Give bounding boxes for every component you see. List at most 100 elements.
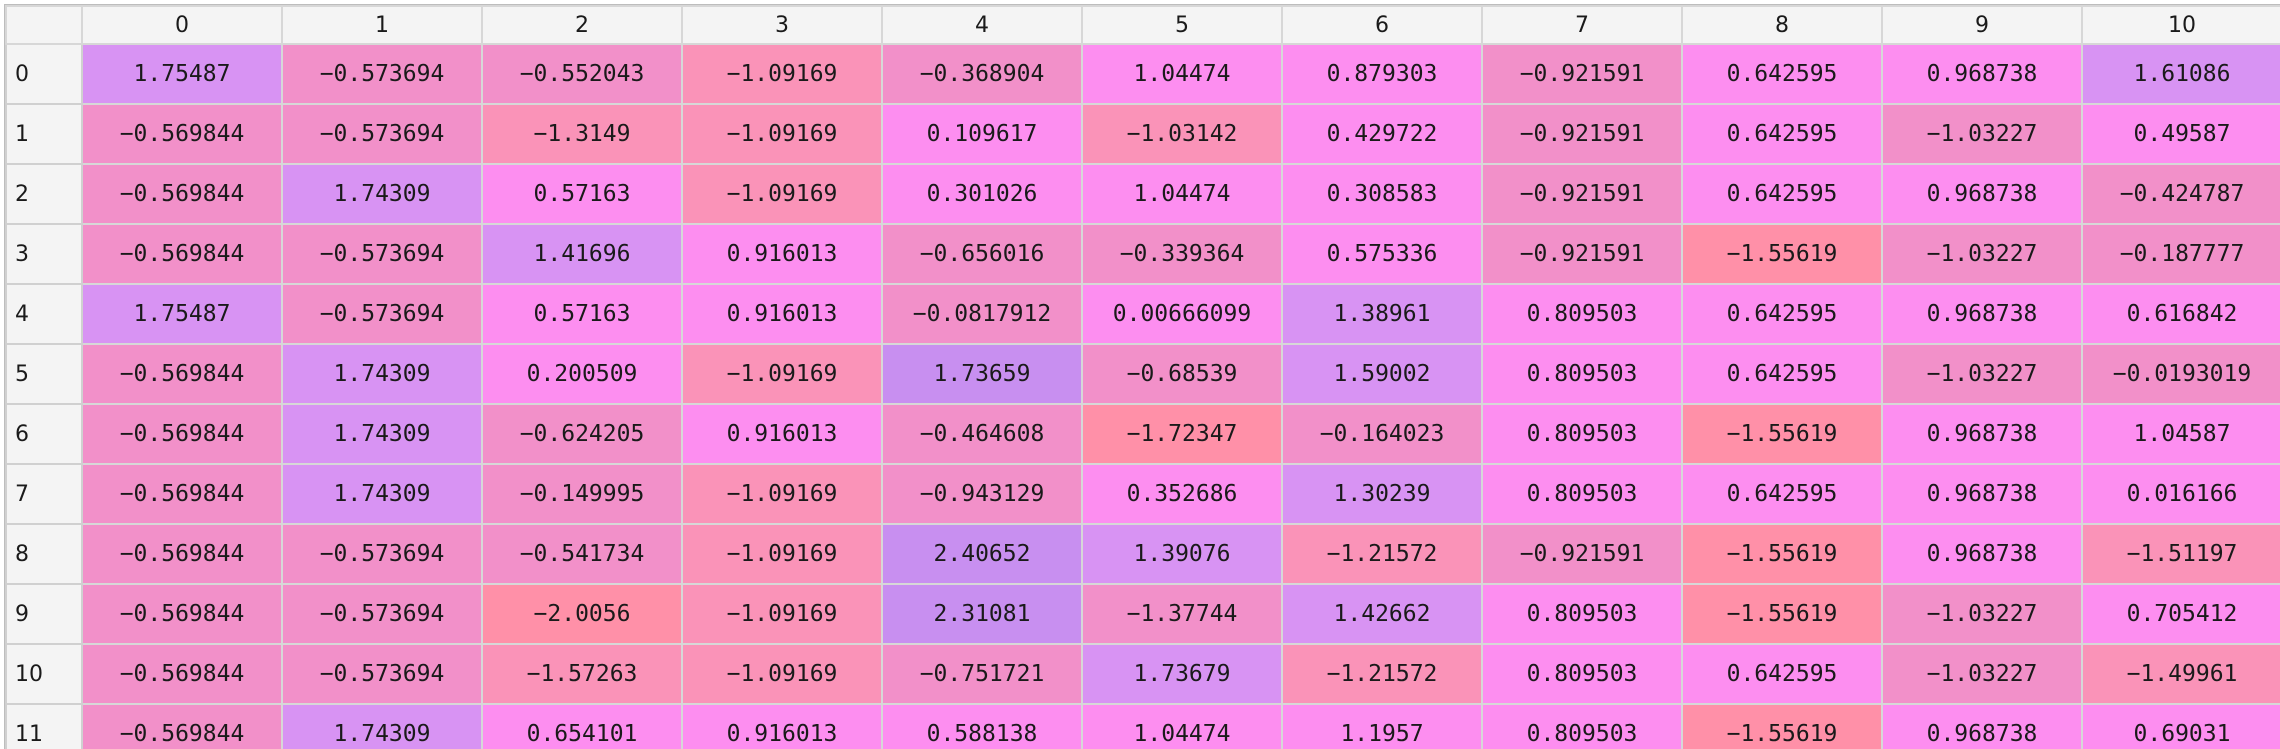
data-cell[interactable]: −0.573694 [281, 643, 483, 705]
data-cell[interactable]: −1.03227 [1881, 583, 2083, 645]
data-cell[interactable]: 0.642595 [1681, 643, 1883, 705]
data-cell[interactable]: 1.75487 [81, 43, 283, 105]
data-cell[interactable]: −0.149995 [481, 463, 683, 525]
data-cell[interactable]: 0.809503 [1481, 283, 1683, 345]
data-cell[interactable]: −0.921591 [1481, 163, 1683, 225]
data-cell[interactable]: 0.968738 [1881, 163, 2083, 225]
data-cell[interactable]: 2.40652 [881, 523, 1083, 585]
data-cell[interactable]: −0.569844 [81, 643, 283, 705]
data-cell[interactable]: 0.968738 [1881, 43, 2083, 105]
column-header[interactable]: 7 [1481, 5, 1683, 45]
data-cell[interactable]: 0.69031 [2081, 703, 2280, 749]
data-cell[interactable]: 0.705412 [2081, 583, 2280, 645]
data-cell[interactable]: −1.51197 [2081, 523, 2280, 585]
data-cell[interactable]: 0.642595 [1681, 463, 1883, 525]
data-cell[interactable]: −0.573694 [281, 523, 483, 585]
data-cell[interactable]: 0.642595 [1681, 343, 1883, 405]
data-cell[interactable]: −0.0193019 [2081, 343, 2280, 405]
data-cell[interactable]: 0.57163 [481, 283, 683, 345]
data-cell[interactable]: 0.809503 [1481, 643, 1683, 705]
row-header[interactable]: 6 [5, 403, 83, 465]
data-cell[interactable]: −0.68539 [1081, 343, 1283, 405]
data-cell[interactable]: −1.21572 [1281, 643, 1483, 705]
data-cell[interactable]: 2.31081 [881, 583, 1083, 645]
data-cell[interactable]: −1.21572 [1281, 523, 1483, 585]
data-cell[interactable]: 1.41696 [481, 223, 683, 285]
data-cell[interactable]: 1.04474 [1081, 163, 1283, 225]
data-cell[interactable]: 0.429722 [1281, 103, 1483, 165]
row-header[interactable]: 9 [5, 583, 83, 645]
data-cell[interactable]: 0.352686 [1081, 463, 1283, 525]
data-cell[interactable]: −0.573694 [281, 223, 483, 285]
data-cell[interactable]: −0.569844 [81, 103, 283, 165]
data-cell[interactable]: 0.916013 [681, 403, 883, 465]
row-header[interactable]: 5 [5, 343, 83, 405]
data-cell[interactable]: 0.109617 [881, 103, 1083, 165]
data-cell[interactable]: −1.09169 [681, 343, 883, 405]
data-cell[interactable]: 0.809503 [1481, 343, 1683, 405]
data-cell[interactable]: 0.968738 [1881, 403, 2083, 465]
data-cell[interactable]: 0.916013 [681, 283, 883, 345]
data-cell[interactable]: −1.03227 [1881, 343, 2083, 405]
column-header[interactable]: 6 [1281, 5, 1483, 45]
data-cell[interactable]: −0.569844 [81, 343, 283, 405]
column-header[interactable]: 0 [81, 5, 283, 45]
data-cell[interactable]: 1.39076 [1081, 523, 1283, 585]
data-cell[interactable]: −0.569844 [81, 523, 283, 585]
data-cell[interactable]: −1.55619 [1681, 223, 1883, 285]
data-cell[interactable]: −0.569844 [81, 223, 283, 285]
data-cell[interactable]: −0.569844 [81, 163, 283, 225]
data-cell[interactable]: 0.642595 [1681, 163, 1883, 225]
data-cell[interactable]: 0.879303 [1281, 43, 1483, 105]
data-cell[interactable]: 1.75487 [81, 283, 283, 345]
data-cell[interactable]: −0.573694 [281, 583, 483, 645]
data-cell[interactable]: −0.368904 [881, 43, 1083, 105]
data-cell[interactable]: −1.55619 [1681, 403, 1883, 465]
data-cell[interactable]: 1.59002 [1281, 343, 1483, 405]
data-cell[interactable]: 0.200509 [481, 343, 683, 405]
column-header[interactable]: 5 [1081, 5, 1283, 45]
data-cell[interactable]: 0.57163 [481, 163, 683, 225]
data-cell[interactable]: 0.642595 [1681, 103, 1883, 165]
data-cell[interactable]: −1.55619 [1681, 703, 1883, 749]
data-cell[interactable]: −0.573694 [281, 283, 483, 345]
data-cell[interactable]: −0.624205 [481, 403, 683, 465]
data-cell[interactable]: 1.74309 [281, 703, 483, 749]
data-cell[interactable]: −0.573694 [281, 103, 483, 165]
data-cell[interactable]: 0.809503 [1481, 703, 1683, 749]
data-cell[interactable]: −1.57263 [481, 643, 683, 705]
data-cell[interactable]: 0.642595 [1681, 283, 1883, 345]
row-header[interactable]: 8 [5, 523, 83, 585]
data-cell[interactable]: −1.09169 [681, 583, 883, 645]
data-cell[interactable]: 0.00666099 [1081, 283, 1283, 345]
data-cell[interactable]: 1.74309 [281, 403, 483, 465]
data-cell[interactable]: −1.09169 [681, 43, 883, 105]
row-header[interactable]: 7 [5, 463, 83, 525]
data-cell[interactable]: 0.968738 [1881, 283, 2083, 345]
data-cell[interactable]: −0.569844 [81, 583, 283, 645]
data-cell[interactable]: 1.74309 [281, 163, 483, 225]
corner-cell[interactable] [5, 5, 83, 45]
row-header[interactable]: 10 [5, 643, 83, 705]
data-cell[interactable]: −0.541734 [481, 523, 683, 585]
data-cell[interactable]: 0.301026 [881, 163, 1083, 225]
data-cell[interactable]: 0.49587 [2081, 103, 2280, 165]
data-cell[interactable]: −1.03227 [1881, 643, 2083, 705]
row-header[interactable]: 3 [5, 223, 83, 285]
row-header[interactable]: 4 [5, 283, 83, 345]
data-cell[interactable]: −0.573694 [281, 43, 483, 105]
data-cell[interactable]: −1.03142 [1081, 103, 1283, 165]
data-cell[interactable]: −0.339364 [1081, 223, 1283, 285]
data-cell[interactable]: −1.09169 [681, 163, 883, 225]
data-cell[interactable]: 0.809503 [1481, 583, 1683, 645]
data-cell[interactable]: 1.73659 [881, 343, 1083, 405]
column-header[interactable]: 10 [2081, 5, 2280, 45]
data-cell[interactable]: 0.308583 [1281, 163, 1483, 225]
column-header[interactable]: 3 [681, 5, 883, 45]
data-cell[interactable]: 1.74309 [281, 463, 483, 525]
data-cell[interactable]: −0.0817912 [881, 283, 1083, 345]
data-cell[interactable]: 0.575336 [1281, 223, 1483, 285]
data-cell[interactable]: 0.616842 [2081, 283, 2280, 345]
data-cell[interactable]: 0.654101 [481, 703, 683, 749]
data-cell[interactable]: −0.569844 [81, 703, 283, 749]
